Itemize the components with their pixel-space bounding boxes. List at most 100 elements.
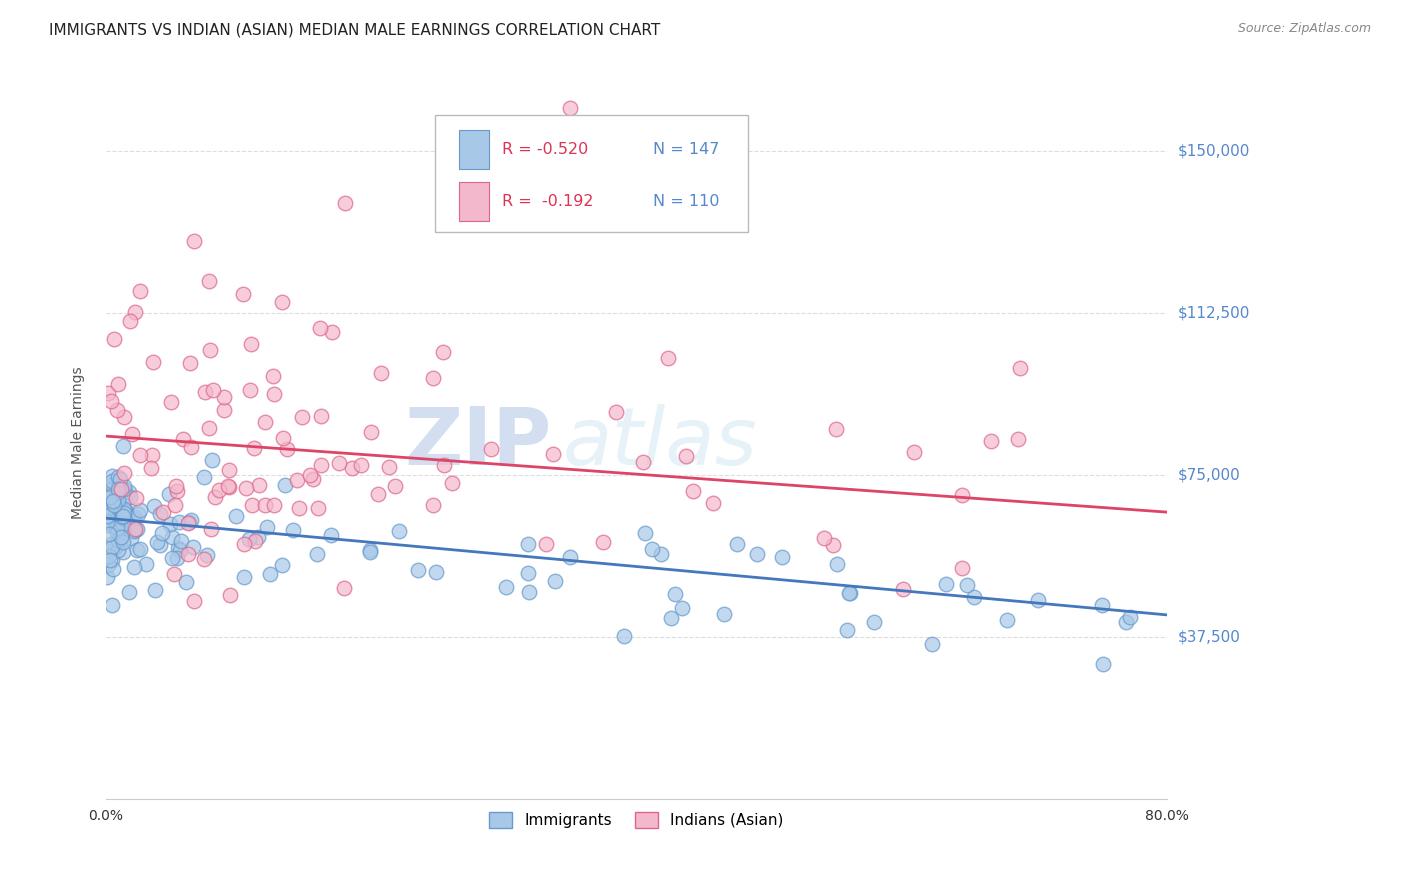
Point xyxy=(995,614,1018,628)
Point xyxy=(125,522,148,536)
Point xyxy=(160,550,183,565)
Text: IMMIGRANTS VS INDIAN (ASIAN) MEDIAN MALE EARNINGS CORRELATION CHART: IMMIGRANTS VS INDIAN (ASIAN) MEDIAN MALE… xyxy=(49,22,661,37)
Point xyxy=(193,552,215,566)
Point xyxy=(825,558,848,572)
Point xyxy=(218,463,240,477)
Point xyxy=(108,506,131,520)
Point xyxy=(263,386,285,401)
Point xyxy=(274,478,297,492)
Point xyxy=(128,448,150,462)
Point xyxy=(225,509,247,524)
Point xyxy=(98,490,121,504)
Y-axis label: Median Male Earnings: Median Male Earnings xyxy=(72,367,86,519)
Point xyxy=(212,390,235,404)
Point xyxy=(181,540,204,554)
Point xyxy=(128,503,150,517)
Point xyxy=(516,566,538,580)
Point xyxy=(193,470,215,484)
Point xyxy=(406,563,429,577)
Point xyxy=(105,525,128,540)
Point xyxy=(837,623,859,637)
Point xyxy=(183,234,205,248)
Point xyxy=(111,524,134,539)
Point xyxy=(308,321,330,335)
Point xyxy=(98,549,121,564)
Point xyxy=(105,521,128,535)
Point xyxy=(100,537,122,551)
Point xyxy=(202,383,225,397)
Point xyxy=(962,590,984,604)
Point xyxy=(254,416,277,430)
Point xyxy=(433,458,456,472)
Point xyxy=(240,498,263,512)
Text: $112,500: $112,500 xyxy=(1178,306,1250,320)
Point xyxy=(271,295,294,310)
Point xyxy=(262,368,284,383)
Point xyxy=(517,584,540,599)
Point xyxy=(823,538,845,552)
Point xyxy=(212,402,235,417)
Point xyxy=(425,566,447,580)
Point xyxy=(105,484,128,499)
Point xyxy=(124,523,146,537)
Point xyxy=(141,448,163,462)
Point xyxy=(921,637,943,651)
Point xyxy=(124,522,146,536)
Point xyxy=(281,524,304,538)
Point xyxy=(745,547,768,561)
Point xyxy=(198,343,221,358)
Point xyxy=(541,447,564,461)
Point xyxy=(107,376,129,391)
Point xyxy=(243,534,266,549)
Point xyxy=(342,461,364,475)
Point xyxy=(664,587,686,601)
Point xyxy=(101,598,124,612)
Point xyxy=(112,502,135,516)
Point xyxy=(534,536,557,550)
Text: ZIP: ZIP xyxy=(405,403,551,482)
Point xyxy=(650,547,672,561)
Point xyxy=(152,505,174,519)
Point xyxy=(239,384,262,398)
Point xyxy=(309,458,332,472)
Point xyxy=(247,478,270,492)
Point xyxy=(160,395,183,409)
Point xyxy=(122,560,145,574)
Point xyxy=(544,574,567,589)
Point xyxy=(110,483,132,497)
Point xyxy=(218,480,240,494)
Point xyxy=(96,488,118,502)
Point xyxy=(232,537,254,551)
Point xyxy=(101,493,124,508)
Point xyxy=(111,509,134,524)
Point xyxy=(243,441,266,455)
Point xyxy=(605,405,627,419)
Point xyxy=(96,514,118,528)
Text: Source: ZipAtlas.com: Source: ZipAtlas.com xyxy=(1237,22,1371,36)
Point xyxy=(200,522,222,536)
Point xyxy=(98,527,121,541)
Point xyxy=(176,516,198,531)
Point xyxy=(107,533,129,547)
Point xyxy=(108,523,131,537)
Point xyxy=(479,442,502,456)
Point xyxy=(208,483,231,497)
Point xyxy=(96,515,118,529)
Point xyxy=(101,553,124,567)
Point xyxy=(432,345,454,359)
Point xyxy=(422,498,444,512)
Point xyxy=(291,410,314,425)
Point xyxy=(813,531,835,545)
Point xyxy=(107,485,129,500)
Point xyxy=(713,607,735,621)
Point xyxy=(128,541,150,556)
Text: N = 147: N = 147 xyxy=(654,142,720,157)
Point xyxy=(384,479,406,493)
Point xyxy=(166,483,188,498)
Point xyxy=(104,514,127,528)
Point xyxy=(659,611,682,625)
Point xyxy=(103,332,125,346)
Point xyxy=(118,584,141,599)
Point xyxy=(179,356,201,370)
Point xyxy=(194,384,217,399)
